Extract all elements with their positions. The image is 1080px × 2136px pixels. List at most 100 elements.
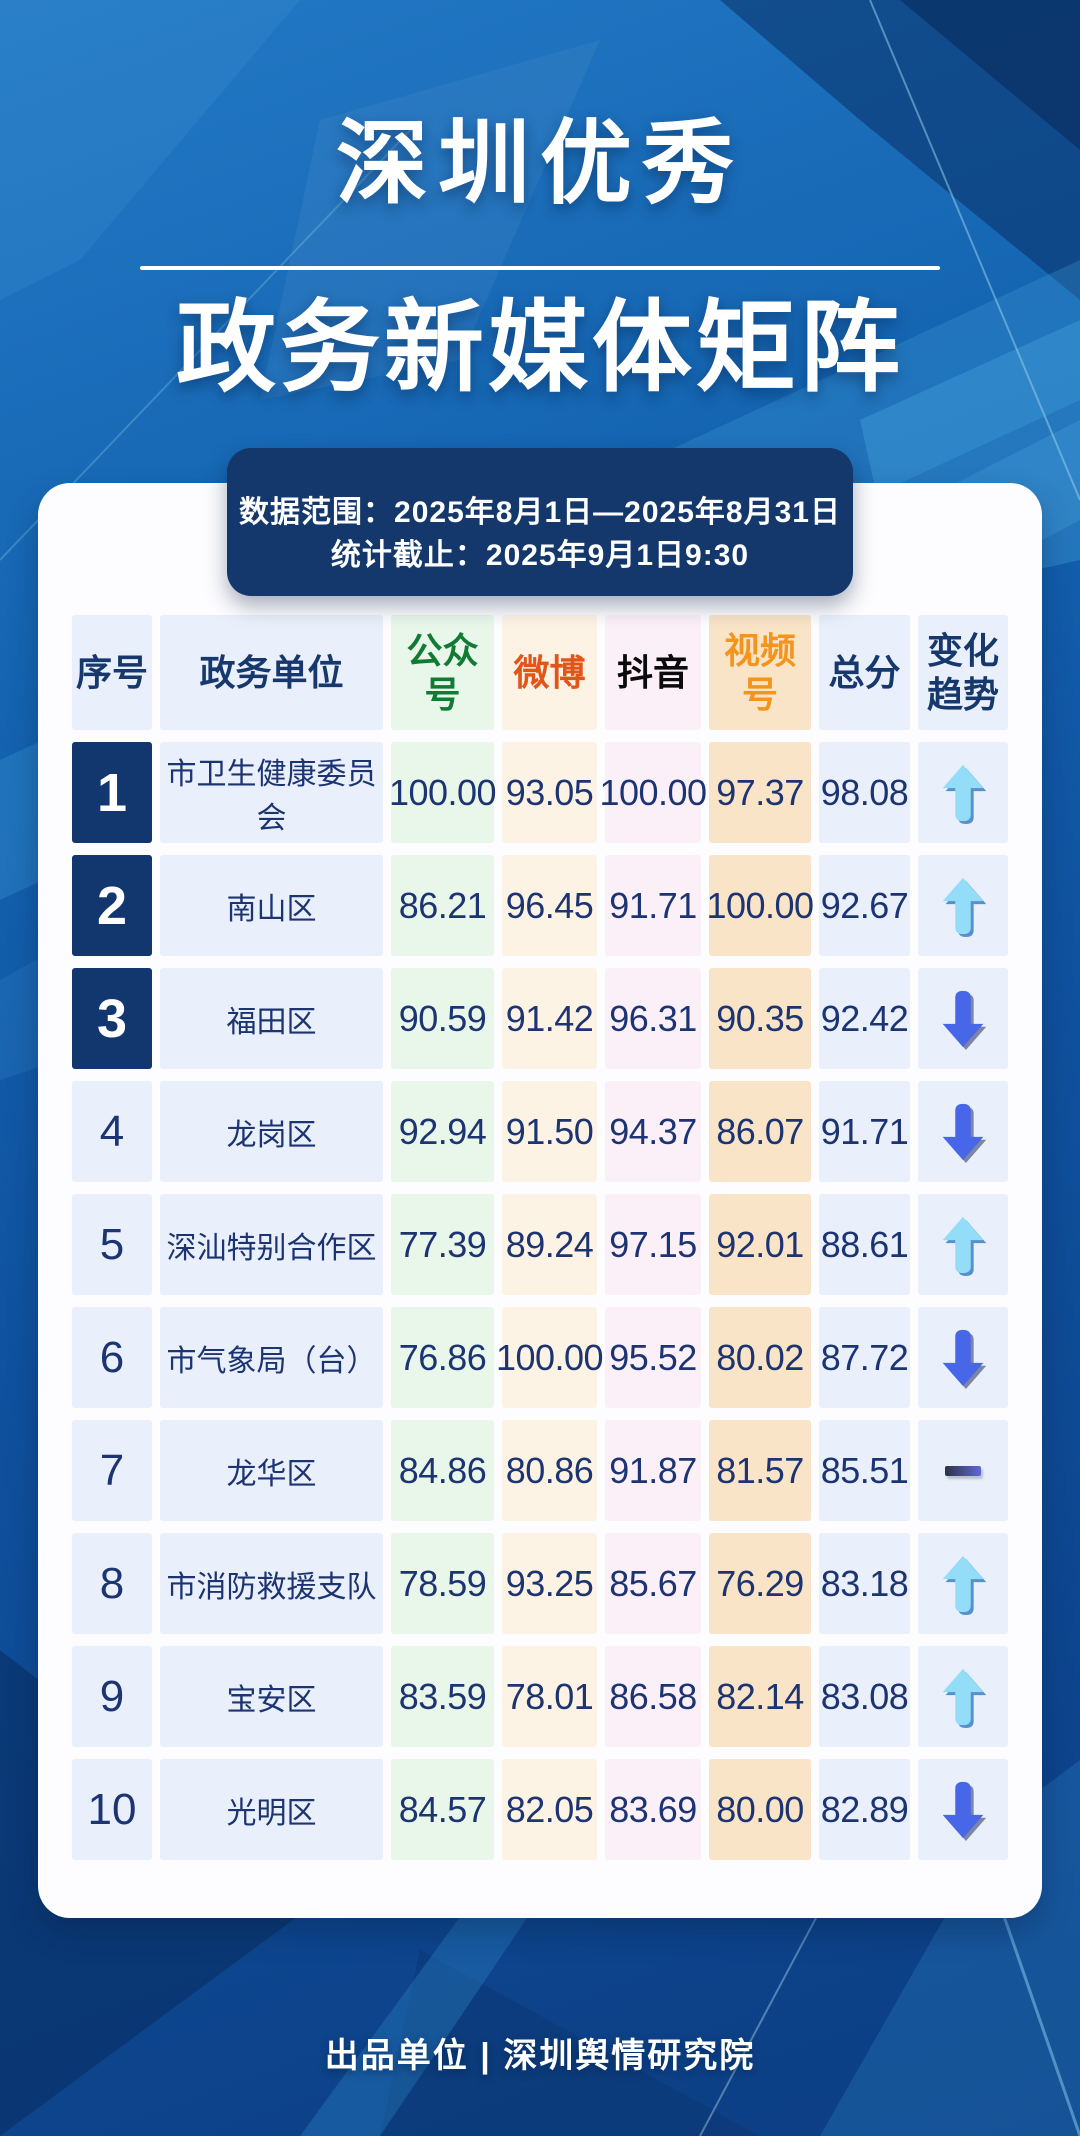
score-cell-douyin: 91.71 xyxy=(605,855,701,956)
score-cell-gzh: 100.00 xyxy=(389,742,497,843)
ranking-table: 序号 政务单位 公众号 微博 抖音 视频号 总分 变化趋势 1 市卫生健康委员会 100.00 93.… xyxy=(72,615,1008,1860)
rank-cell: 3 xyxy=(72,968,152,1069)
score-cell-sph: 82.14 xyxy=(709,1646,811,1747)
unit-cell: 福田区 xyxy=(160,968,383,1069)
ranking-card: 序号 政务单位 公众号 微博 抖音 视频号 总分 变化趋势 1 市卫生健康委员会 100.00 93.… xyxy=(38,483,1042,1918)
unit-cell: 南山区 xyxy=(160,855,383,956)
unit-cell: 光明区 xyxy=(160,1759,383,1860)
score-cell-gzh: 84.86 xyxy=(391,1420,494,1521)
score-cell-douyin: 95.52 xyxy=(605,1307,701,1408)
trend-up-icon xyxy=(942,877,987,937)
score-cell-weibo: 82.05 xyxy=(502,1759,597,1860)
unit-cell: 宝安区 xyxy=(160,1646,383,1747)
trend-cell xyxy=(918,742,1008,843)
trend-cell xyxy=(918,1081,1008,1182)
score-cell-douyin: 100.00 xyxy=(599,742,707,843)
trend-down-icon xyxy=(942,990,987,1050)
score-cell-sph: 81.57 xyxy=(709,1420,811,1521)
score-cell-total: 87.72 xyxy=(819,1307,910,1408)
trend-down-icon xyxy=(942,1329,987,1389)
header-cell-trend: 变化趋势 xyxy=(918,615,1008,730)
score-cell-sph: 97.37 xyxy=(709,742,811,843)
trend-cell xyxy=(918,1194,1008,1295)
score-cell-weibo: 93.05 xyxy=(502,742,597,843)
trend-flat-icon xyxy=(945,1465,981,1476)
score-cell-weibo: 96.45 xyxy=(502,855,597,956)
trend-down-icon xyxy=(942,1781,987,1841)
rank-cell: 1 xyxy=(72,742,152,843)
title-divider xyxy=(140,266,940,270)
trend-cell xyxy=(918,1646,1008,1747)
score-cell-total: 82.89 xyxy=(819,1759,910,1860)
header-cell-sph: 视频号 xyxy=(709,615,811,730)
trend-cell xyxy=(918,1420,1008,1521)
score-cell-sph: 92.01 xyxy=(709,1194,811,1295)
header-cell-total: 总分 xyxy=(819,615,910,730)
score-cell-weibo: 78.01 xyxy=(502,1646,597,1747)
score-cell-sph: 90.35 xyxy=(709,968,811,1069)
unit-cell: 龙华区 xyxy=(160,1420,383,1521)
score-cell-douyin: 91.87 xyxy=(605,1420,701,1521)
trend-up-icon xyxy=(942,764,987,824)
unit-cell: 市消防救援支队 xyxy=(160,1533,383,1634)
score-cell-gzh: 84.57 xyxy=(391,1759,494,1860)
score-cell-weibo: 93.25 xyxy=(502,1533,597,1634)
score-cell-douyin: 94.37 xyxy=(605,1081,701,1182)
header-cell-rank: 序号 xyxy=(72,615,152,730)
unit-cell: 龙岗区 xyxy=(160,1081,383,1182)
rank-cell: 8 xyxy=(72,1533,152,1634)
score-cell-douyin: 86.58 xyxy=(605,1646,701,1747)
score-cell-gzh: 83.59 xyxy=(391,1646,494,1747)
score-cell-total: 83.18 xyxy=(819,1533,910,1634)
score-cell-douyin: 97.15 xyxy=(605,1194,701,1295)
score-cell-gzh: 86.21 xyxy=(391,855,494,956)
trend-cell xyxy=(918,855,1008,956)
footer-credit: 出品单位 | 深圳舆情研究院 xyxy=(324,2037,756,2075)
score-cell-douyin: 96.31 xyxy=(605,968,701,1069)
trend-cell xyxy=(918,1759,1008,1860)
trend-down-icon xyxy=(942,1103,987,1163)
score-cell-total: 91.71 xyxy=(819,1081,910,1182)
stats-cutoff-text: 统计截止：2025年9月1日9:30 xyxy=(330,538,750,572)
unit-cell: 深汕特别合作区 xyxy=(160,1194,383,1295)
page-title-line1: 深圳优秀 xyxy=(335,113,744,215)
unit-cell: 市卫生健康委员会 xyxy=(160,742,383,843)
header-cell-gzh: 公众号 xyxy=(391,615,494,730)
score-cell-total: 83.08 xyxy=(819,1646,910,1747)
score-cell-weibo: 80.86 xyxy=(502,1420,597,1521)
rank-cell: 6 xyxy=(72,1307,152,1408)
score-cell-total: 88.61 xyxy=(819,1194,910,1295)
header-cell-weibo: 微博 xyxy=(502,615,597,730)
score-cell-gzh: 77.39 xyxy=(391,1194,494,1295)
unit-cell: 市气象局（台） xyxy=(160,1307,383,1408)
score-cell-weibo: 91.50 xyxy=(502,1081,597,1182)
score-cell-total: 85.51 xyxy=(819,1420,910,1521)
trend-up-icon xyxy=(942,1668,987,1728)
score-cell-sph: 80.02 xyxy=(709,1307,811,1408)
score-cell-total: 92.42 xyxy=(819,968,910,1069)
score-cell-sph: 76.29 xyxy=(709,1533,811,1634)
score-cell-weibo: 100.00 xyxy=(496,1307,604,1408)
rank-cell: 9 xyxy=(72,1646,152,1747)
trend-up-icon xyxy=(942,1555,987,1615)
score-cell-gzh: 92.94 xyxy=(391,1081,494,1182)
score-cell-weibo: 89.24 xyxy=(502,1194,597,1295)
header-cell-douyin: 抖音 xyxy=(605,615,701,730)
score-cell-gzh: 76.86 xyxy=(391,1307,494,1408)
rank-cell: 2 xyxy=(72,855,152,956)
date-range-text: 数据范围：2025年8月1日—2025年8月31日 xyxy=(239,495,841,529)
trend-cell xyxy=(918,1533,1008,1634)
rank-cell: 4 xyxy=(72,1081,152,1182)
trend-up-icon xyxy=(942,1216,987,1276)
trend-cell xyxy=(918,968,1008,1069)
score-cell-sph: 80.00 xyxy=(709,1759,811,1860)
rank-cell: 10 xyxy=(72,1759,152,1860)
score-cell-douyin: 83.69 xyxy=(605,1759,701,1860)
score-cell-total: 92.67 xyxy=(819,855,910,956)
score-cell-douyin: 85.67 xyxy=(605,1533,701,1634)
score-cell-gzh: 78.59 xyxy=(391,1533,494,1634)
trend-cell xyxy=(918,1307,1008,1408)
date-range-banner: 数据范围：2025年8月1日—2025年8月31日 统计截止：2025年9月1日… xyxy=(227,448,853,596)
score-cell-total: 98.08 xyxy=(819,742,910,843)
